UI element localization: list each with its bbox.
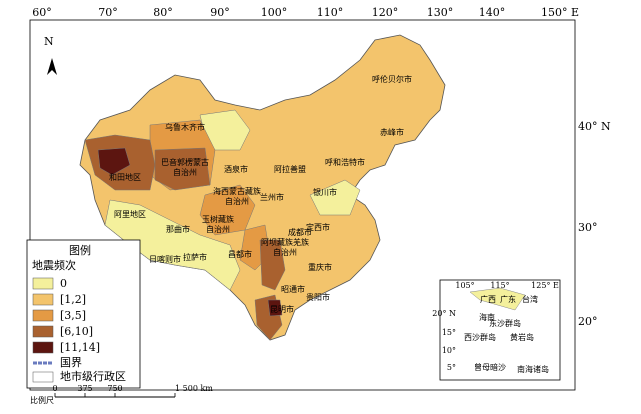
lat-label: 20° <box>578 315 598 328</box>
region <box>154 147 211 191</box>
city-label: 赤峰市 <box>380 127 404 137</box>
lon-label: 80° <box>153 6 173 19</box>
scale-title: 比例尺 <box>30 395 54 405</box>
legend-admin <box>32 371 54 383</box>
inset-label: 台湾 <box>522 294 538 304</box>
lon-label: 110° <box>317 6 344 19</box>
inset-lon: 105° <box>455 281 474 290</box>
city-label: 和田地区 <box>109 172 141 182</box>
city-label: 昌都市 <box>228 249 252 259</box>
inset-label: 南海诸岛 <box>517 364 549 374</box>
inset-land <box>469 287 526 311</box>
lon-label: 120° <box>372 6 399 19</box>
scale-label: 375 <box>77 384 92 393</box>
lon-label: 140° <box>479 6 506 19</box>
region <box>104 199 241 291</box>
city-label: 昭通市 <box>281 284 305 294</box>
legend-label: 地市级行政区 <box>60 369 126 383</box>
city-label: 那曲市 <box>166 224 190 234</box>
city-label: 呼和浩特市 <box>325 157 365 167</box>
inset-lat: 10° <box>442 346 456 355</box>
scale-label: 750 <box>107 384 122 393</box>
inset-lat: 15° <box>442 328 456 337</box>
legend-label: 国界 <box>60 356 82 369</box>
legend-swatch <box>32 277 54 290</box>
legend-swatch <box>32 309 54 322</box>
city-label: 成都市 <box>288 227 312 237</box>
lat-label: 30° <box>578 221 598 234</box>
inset-label: 广东 <box>500 294 516 304</box>
city-label: 昆明市 <box>270 304 294 314</box>
inset-lat: 5° <box>447 363 456 372</box>
legend-subtitle: 地震频次 <box>32 258 76 272</box>
inset-lat: 20° N <box>432 309 456 318</box>
inset-lon: 125° E <box>531 281 559 290</box>
city-label: 自治州 <box>206 224 230 234</box>
legend-label: 0 <box>60 277 67 290</box>
legend-title: 图例 <box>69 243 91 257</box>
city-label: 玉树藏族 <box>202 214 234 224</box>
city-label: 自治州 <box>273 247 297 257</box>
city-label: 拉萨市 <box>183 252 207 262</box>
lon-label: 150° E <box>541 6 579 19</box>
city-label: 巴音郭楞蒙古 <box>161 157 209 167</box>
city-label: 自治州 <box>173 167 197 177</box>
north-arrow <box>47 58 57 75</box>
region <box>97 147 131 176</box>
city-label: 日喀则市 <box>149 254 181 264</box>
lon-label: 100° <box>261 6 288 19</box>
city-label: 重庆市 <box>308 262 332 272</box>
city-label: 呼伦贝尔市 <box>372 74 412 84</box>
region <box>309 179 361 216</box>
lon-label: 90° <box>210 6 230 19</box>
legend-label: [3,5] <box>60 309 86 322</box>
inset-label: 东沙群岛 <box>489 318 521 328</box>
scale-label: 0 <box>52 384 57 393</box>
lon-label: 130° <box>427 6 454 19</box>
inset-label: 西沙群岛 <box>464 332 496 342</box>
city-label: 阿拉善盟 <box>274 164 306 174</box>
scale-label: 1 500 km <box>175 384 213 393</box>
legend-swatch <box>32 341 54 354</box>
city-label: 阿里地区 <box>114 209 146 219</box>
city-label: 贵阳市 <box>306 292 330 302</box>
city-label: 乌鲁木齐市 <box>165 122 205 132</box>
city-label: 酒泉市 <box>224 164 248 174</box>
legend-swatch <box>32 325 54 338</box>
inset-label: 黄岩岛 <box>510 332 534 342</box>
lat-label: 40° N <box>578 120 611 133</box>
region <box>267 299 283 317</box>
city-label: 定西市 <box>306 222 330 232</box>
city-label: 自治州 <box>225 196 249 206</box>
city-label: 兰州市 <box>260 192 284 202</box>
legend-label: [11,14] <box>60 341 100 354</box>
region <box>259 239 286 291</box>
inset-label: 曾母暗沙 <box>474 362 506 372</box>
lon-label: 60° <box>32 6 52 19</box>
inset-label: 广西 <box>480 294 496 304</box>
city-label: 银川市 <box>313 187 337 197</box>
north-label: N <box>44 35 54 48</box>
city-label: 阿坝藏族羌族 <box>261 237 309 247</box>
legend-label: [1,2] <box>60 293 86 306</box>
legend-swatch <box>32 293 54 306</box>
inset-label: 海南 <box>479 312 495 322</box>
legend-label: [6,10] <box>60 325 93 338</box>
lon-label: 70° <box>98 6 118 19</box>
inset-lon: 115° <box>490 281 509 290</box>
city-label: 海西蒙古藏族 <box>213 186 261 196</box>
